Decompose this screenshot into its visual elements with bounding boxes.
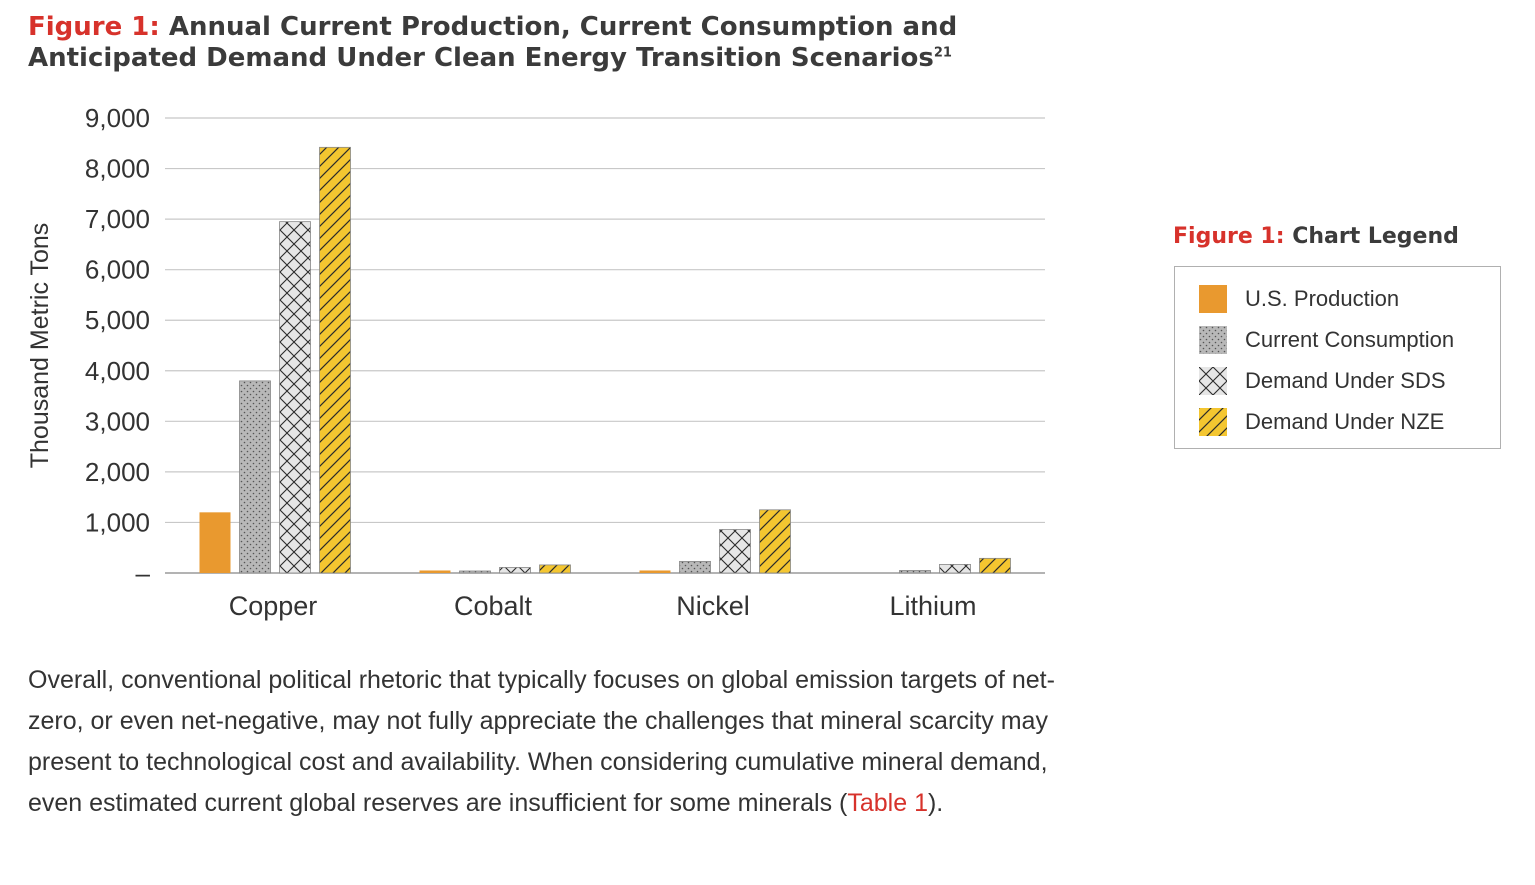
y-tick-label: 5,000: [85, 305, 150, 335]
x-tick-label-nickel: Nickel: [676, 591, 750, 621]
y-tick-label: 7,000: [85, 204, 150, 234]
figure-label: Figure 1:: [28, 12, 160, 42]
footnote-marker[interactable]: 21: [933, 45, 952, 61]
bars: [199, 146, 1011, 574]
y-tick-label: 6,000: [85, 255, 150, 285]
table-1-link[interactable]: Table 1: [847, 789, 928, 817]
legend-item-current-consumption: Current Consumption: [1199, 326, 1454, 354]
bar-cobalt-u-s-production: [419, 570, 451, 573]
bar-nickel-demand-under-nze: [759, 509, 791, 574]
figure-title: Figure 1: Annual Current Production, Cur…: [28, 12, 968, 74]
bar-copper-demand-under-nze: [319, 146, 351, 574]
legend-label-current-consumption: Current Consumption: [1245, 327, 1455, 352]
figure-title-text: Annual Current Production, Current Consu…: [28, 12, 958, 73]
swatch-current-consumption: [1199, 326, 1227, 354]
legend-label-demand-sds: Demand Under SDS: [1245, 368, 1446, 393]
swatch-demand-sds: [1199, 367, 1227, 395]
bar-copper-current-consumption: [239, 380, 271, 574]
bar-cobalt-demand-under-nze: [539, 564, 571, 574]
bar-lithium-current-consumption: [899, 570, 931, 574]
bar-cobalt-current-consumption: [459, 570, 491, 574]
paragraph-text-end: ).: [927, 789, 944, 817]
swatch-us-production: [1199, 285, 1227, 313]
bar-lithium-demand-under-sds: [939, 564, 971, 574]
bar-copper-demand-under-sds: [279, 221, 311, 574]
y-tick-label: 1,000: [85, 507, 150, 537]
y-tick-label: 2,000: [85, 457, 150, 487]
bar-chart: Thousand Metric Tons – 1,000 2,000 3,000 4,0…: [26, 103, 1045, 621]
bar-nickel-demand-under-sds: [719, 529, 751, 574]
legend-label-us-production: U.S. Production: [1245, 286, 1400, 311]
x-tick-label-cobalt: Cobalt: [454, 591, 533, 621]
y-tick-label: 9,000: [85, 103, 150, 133]
y-tick-label: 3,000: [85, 406, 150, 436]
y-tick-label: –: [136, 558, 151, 588]
y-tick-label: 8,000: [85, 154, 150, 184]
x-tick-label-lithium: Lithium: [889, 591, 976, 621]
bar-cobalt-demand-under-sds: [499, 567, 531, 574]
bar-lithium-demand-under-nze: [979, 557, 1011, 574]
legend-item-demand-sds: Demand Under SDS: [1199, 367, 1446, 395]
y-tick-label: 4,000: [85, 356, 150, 386]
y-axis-ticks: – 1,000 2,000 3,000 4,000 5,000 6,000 7,000 8,00…: [85, 103, 151, 588]
legend-figure-label: Figure 1:: [1173, 224, 1285, 249]
legend-title-text: Chart Legend: [1292, 224, 1459, 249]
paragraph-text: Overall, conventional political rhetoric…: [28, 666, 1055, 817]
x-axis-ticks: Copper Cobalt Nickel Lithium: [229, 591, 977, 621]
chart-legend: U.S. Production Current Consumption Dema…: [1174, 266, 1501, 449]
bar-nickel-current-consumption: [679, 560, 711, 574]
legend-item-us-production: U.S. Production: [1199, 285, 1399, 313]
body-paragraph: Overall, conventional political rhetoric…: [28, 660, 1068, 824]
x-tick-label-copper: Copper: [229, 591, 318, 621]
gridlines: [165, 117, 1045, 574]
bar-nickel-u-s-production: [639, 570, 671, 573]
legend-label-demand-nze: Demand Under NZE: [1245, 409, 1445, 434]
legend-title: Figure 1: Chart Legend: [1173, 224, 1459, 249]
legend-item-demand-nze: Demand Under NZE: [1199, 408, 1444, 436]
bar-copper-u-s-production: [199, 512, 231, 573]
y-axis-label: Thousand Metric Tons: [26, 223, 54, 469]
swatch-demand-nze: [1199, 408, 1227, 436]
